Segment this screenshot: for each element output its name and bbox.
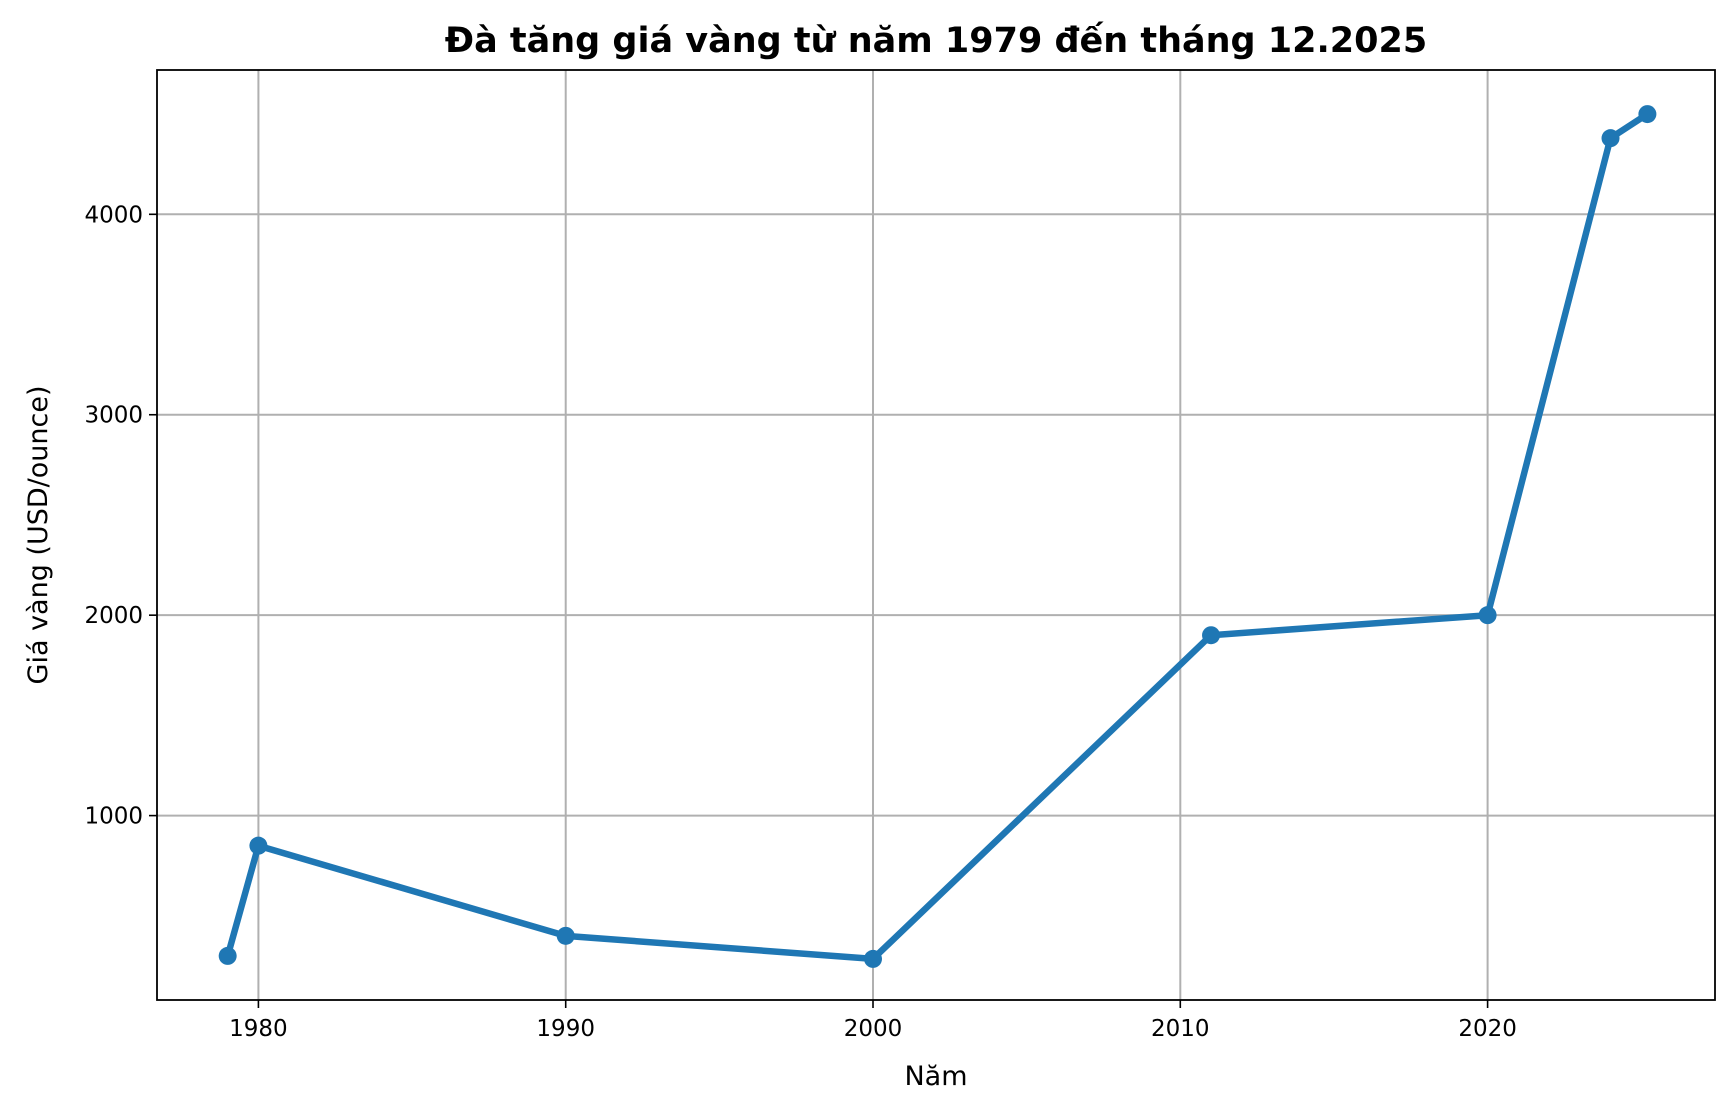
y-axis-ticks: 1000 2000 3000 4000 xyxy=(84,202,157,830)
y-tick-label: 2000 xyxy=(84,603,143,629)
data-point-marker xyxy=(1638,105,1657,124)
data-point-marker xyxy=(249,836,268,855)
chart-title: Đà tăng giá vàng từ năm 1979 đến tháng 1… xyxy=(445,21,1427,61)
series-gold-price xyxy=(218,105,1657,968)
plot-area-frame xyxy=(156,69,1716,1001)
x-tick-label: 2020 xyxy=(1458,1016,1517,1042)
x-tick-label: 2000 xyxy=(844,1016,903,1042)
y-tick-label: 1000 xyxy=(84,804,143,830)
x-tick-label: 1990 xyxy=(536,1016,595,1042)
x-axis-label: Năm xyxy=(904,1061,967,1092)
series-line xyxy=(224,110,1651,963)
data-point-marker xyxy=(1478,606,1497,625)
data-point-marker xyxy=(1601,129,1620,148)
y-axis-label: Giá vàng (USD/ounce) xyxy=(23,386,54,685)
y-tick-label: 3000 xyxy=(84,403,143,429)
data-point-marker xyxy=(218,946,237,965)
x-tick-label: 2010 xyxy=(1151,1016,1210,1042)
data-point-marker xyxy=(1202,626,1221,645)
data-point-marker xyxy=(556,926,575,945)
x-axis-ticks: 1980 1990 2000 2010 2020 xyxy=(229,1000,1517,1042)
data-point-marker xyxy=(864,949,883,968)
y-tick-label: 4000 xyxy=(84,202,143,228)
x-tick-label: 1980 xyxy=(229,1016,288,1042)
